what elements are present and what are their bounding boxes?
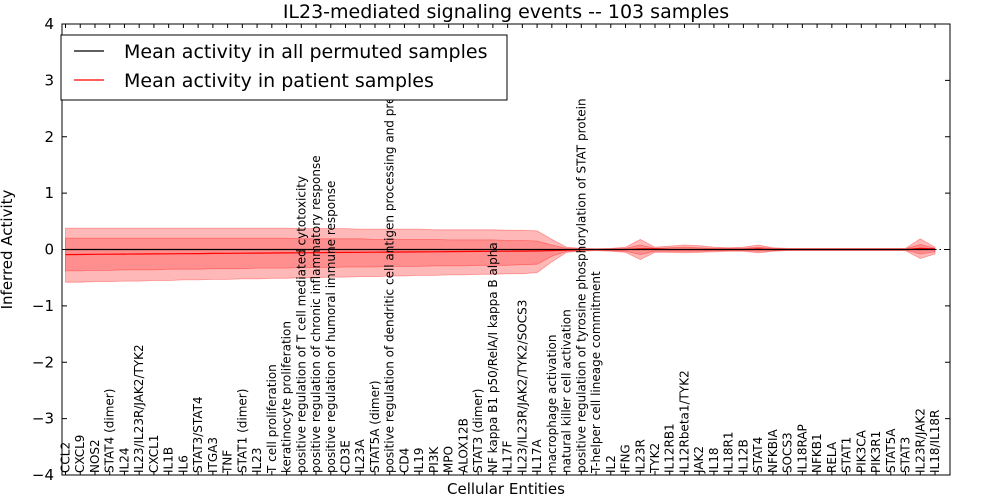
y-tick-label: 0 xyxy=(44,241,54,259)
x-tick-label: NFKB1 xyxy=(810,433,824,473)
x-tick-label: IL19 xyxy=(412,448,426,474)
x-tick-label: NFKBIA xyxy=(766,428,780,473)
band-outer xyxy=(65,227,936,283)
x-tick-label: IL12B xyxy=(736,439,750,473)
x-tick-label: IL18R1 xyxy=(722,432,736,473)
x-tick-label: positive regulation of humoral immune re… xyxy=(324,181,338,473)
x-tick-label: positive regulation of tyrosine phosphor… xyxy=(574,98,588,473)
y-tick-label: −4 xyxy=(32,466,54,484)
x-tick-label: positive regulation of dendritic cell an… xyxy=(383,40,397,473)
x-tick-label: RELA xyxy=(825,441,839,473)
x-tick-label: IL18/IL18R xyxy=(928,410,942,473)
x-tick-label: CXCL9 xyxy=(73,435,87,473)
y-tick-label: 1 xyxy=(44,184,54,202)
y-tick-label: 3 xyxy=(44,71,54,89)
legend: Mean activity in all permuted samples Me… xyxy=(60,34,508,101)
x-tick-label: STAT3 xyxy=(899,437,913,473)
x-tick-label: IL12Rbeta1/TYK2 xyxy=(677,370,691,473)
y-axis: −4 −3 −2 −1 0 1 2 3 4 xyxy=(32,15,950,484)
legend-label-permuted: Mean activity in all permuted samples xyxy=(124,41,487,63)
legend-box xyxy=(60,34,508,101)
x-tick-label: STAT5A (dimer) xyxy=(368,380,382,473)
x-tick-label: IL24 xyxy=(117,448,131,474)
x-tick-label: IL17F xyxy=(501,441,515,473)
y-axis-label: Inferred Activity xyxy=(0,189,16,309)
x-tick-label: ALOX12B xyxy=(456,418,470,473)
x-tick-label: positive regulation of chronic inflammat… xyxy=(309,155,323,473)
x-tick-label: IL23R/JAK2 xyxy=(913,408,927,473)
x-tick-label: JAK2 xyxy=(692,446,706,474)
x-tick-label: IL18RAP xyxy=(795,424,809,473)
x-tick-label: TNF xyxy=(221,450,235,474)
y-tick-label: −1 xyxy=(32,297,54,315)
x-tick-label: PIK3CA xyxy=(854,429,868,473)
x-tick-label: NOS2 xyxy=(88,439,102,473)
x-tick-label: CD4 xyxy=(397,448,411,473)
x-tick-label: STAT4 (dimer) xyxy=(103,389,117,473)
x-tick-label: T cell proliferation xyxy=(265,364,279,474)
chart-title: IL23-mediated signaling events -- 103 sa… xyxy=(283,1,729,23)
y-tick-label: 2 xyxy=(44,128,54,146)
x-tick-label: STAT1 (dimer) xyxy=(235,389,249,473)
confidence-bands xyxy=(65,227,936,283)
x-tick-label: natural killer cell activation xyxy=(560,309,574,473)
x-tick-label: PI3K xyxy=(427,446,441,473)
x-tick-label: positive regulation of T cell mediated c… xyxy=(294,176,308,473)
legend-label-patient: Mean activity in patient samples xyxy=(124,70,434,92)
x-tick-label: IL2 xyxy=(604,455,618,473)
y-tick-label: 4 xyxy=(44,15,54,33)
x-tick-label: STAT3/STAT4 xyxy=(191,396,205,473)
x-tick-label: STAT3 (dimer) xyxy=(471,389,485,473)
x-tick-label: ITGA3 xyxy=(206,437,220,473)
x-tick-label: STAT4 xyxy=(751,437,765,473)
band-inner xyxy=(65,237,936,272)
x-tick-label: TYK2 xyxy=(648,443,662,474)
x-tick-label: PIK3R1 xyxy=(869,431,883,473)
x-tick-label: IL23/IL23R/JAK2/TYK2 xyxy=(132,344,146,473)
x-tick-label: CCL2 xyxy=(59,442,73,473)
x-axis: CCL2 CXCL9 NOS2 STAT4 (dimer) IL24 IL23/IL23R… xyxy=(59,24,942,475)
x-tick-label: SOCS3 xyxy=(781,432,795,473)
x-tick-label: T-helper cell lineage commitment xyxy=(589,271,603,474)
x-tick-label: STAT1 xyxy=(840,437,854,473)
x-tick-label: IL23R xyxy=(633,439,647,473)
x-tick-label: IL23A xyxy=(353,439,367,473)
x-tick-label: IL23/IL23R/JAK2/TYK2/SOCS3 xyxy=(515,300,529,473)
x-tick-label: IL6 xyxy=(176,455,190,473)
x-tick-label: MPO xyxy=(442,446,456,473)
x-tick-label: CD3E xyxy=(339,440,353,473)
x-tick-label: keratinocyte proliferation xyxy=(280,321,294,473)
x-tick-label: NF kappa B1 p50/RelA/I kappa B alpha xyxy=(486,242,500,473)
x-tick-label: IL12RB1 xyxy=(663,423,677,473)
x-tick-label: IFNG xyxy=(619,444,633,473)
y-tick-label: −2 xyxy=(32,353,54,371)
x-tick-label: IL17A xyxy=(530,439,544,473)
x-tick-label: IL18 xyxy=(707,448,721,474)
x-axis-label: Cellular Entities xyxy=(447,480,565,498)
x-tick-label: STAT5A xyxy=(884,428,898,473)
x-tick-label: macrophage activation xyxy=(545,335,559,473)
y-tick-label: −3 xyxy=(32,410,54,428)
x-tick-label: IL23 xyxy=(250,448,264,474)
x-tick-label: CXCL1 xyxy=(147,435,161,473)
x-tick-label: IL1B xyxy=(162,447,176,473)
series-lines xyxy=(62,247,950,256)
